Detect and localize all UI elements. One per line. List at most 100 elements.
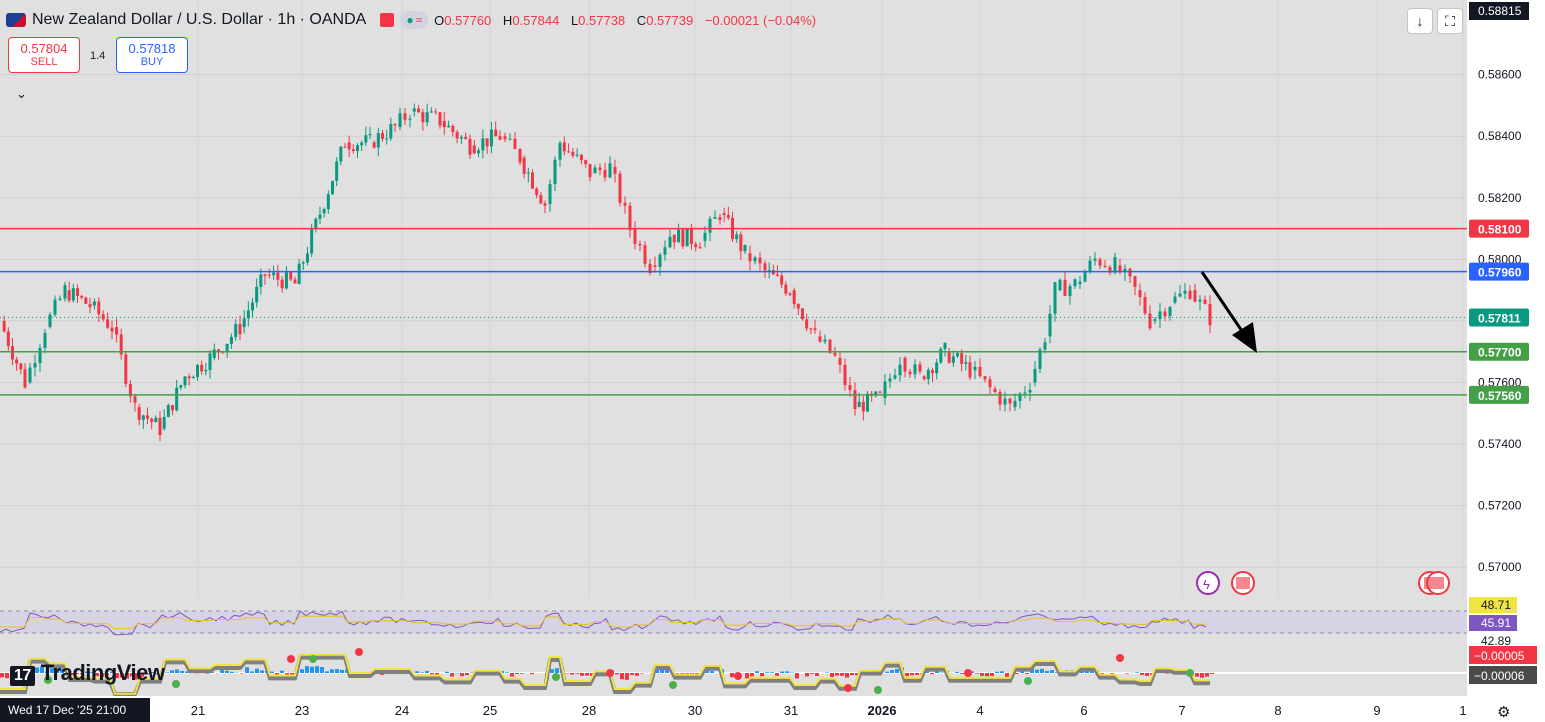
macd-bar [555,668,559,673]
candle-body [238,323,242,335]
candle-body [23,369,27,388]
candle-body [259,274,263,287]
candle-body [1073,279,1077,287]
macd-bar [445,671,449,673]
macd-bar [590,673,594,676]
macd-bar [430,673,434,675]
macd-bar [1000,671,1004,673]
macd-line [0,653,1210,695]
time-tick-label: 4 [976,703,983,718]
candle-body [398,113,402,127]
candle-body [272,272,276,276]
candle-body [225,343,229,353]
macd-tag-label: −0.00005 [1474,649,1525,663]
candle-body [658,254,662,267]
candle-body [97,301,101,315]
candle-body [389,124,393,139]
candle-body [242,318,246,328]
candle-body [1203,299,1207,304]
macd-bar [135,673,139,680]
macd-bar [340,669,344,673]
macd-bar [625,673,629,680]
crosshair-time: Wed 17 Dec '25 21:00 [0,698,150,722]
candle-body [947,351,951,363]
candle-body [638,243,642,246]
time-tick-label: 8 [1274,703,1281,718]
macd-cross-dot [287,655,295,663]
macd-bar [460,673,464,677]
candle-body [926,370,930,380]
macd-bar [1125,673,1129,674]
candle-body [828,339,832,353]
candle-body [685,229,689,247]
candle-body [158,417,162,436]
candle-body [289,272,293,280]
candle-body [124,354,128,384]
candle-body [468,138,472,155]
macd-cross-dot [1024,677,1032,685]
candle-body [133,396,137,403]
gear-icon[interactable]: ⚙ [1497,704,1511,721]
macd-bar [840,673,844,676]
macd-bar [50,668,54,673]
candle-body [179,385,183,388]
fullscreen-icon[interactable]: ⛶ [1437,8,1463,34]
candle-body [853,390,857,410]
candle-body [857,401,861,408]
candle-body [805,319,809,329]
macd-cross-dot [355,648,363,656]
chevron-down-icon[interactable]: ⌄ [16,86,27,101]
macd-bar [125,673,129,679]
candle-body [878,391,882,393]
candle-body [150,418,154,423]
macd-bar [980,673,984,676]
macd-bar [290,673,294,676]
macd-tag [1469,666,1537,684]
rsi-tag [1469,615,1517,631]
level-tag-label: 0.58100 [1478,223,1522,237]
candle-body [603,170,607,178]
download-arrow-icon[interactable]: ↓ [1407,8,1433,34]
macd-bar [925,670,929,673]
macd-bar [515,673,519,674]
candle-body [1083,271,1087,282]
symbol-title[interactable]: New Zealand Dollar / U.S. Dollar · 1h · … [32,11,367,28]
candle-body [1123,268,1127,273]
candle-body [1093,258,1097,261]
macd-bar [640,673,644,674]
macd-cross-dot [669,681,677,689]
candle-body [76,288,79,296]
macd-bar [90,672,94,673]
level-tag [1469,262,1529,281]
status-pill[interactable]: ● ≈ [400,11,429,29]
macd-bar [275,673,279,675]
price-tick-label: 0.58200 [1478,191,1522,205]
macd-bar [520,673,524,674]
candle-body [943,342,947,349]
candle-body [1008,398,1012,404]
macd-bar [230,671,234,673]
sell-button[interactable]: 0.57804 SELL [8,37,80,73]
macd-bar [630,673,634,675]
alert-icon[interactable] [380,13,395,27]
macd-bar [250,671,254,673]
down-arrow-drawing[interactable] [1200,271,1257,353]
macd-bar [45,671,49,673]
candle-body [88,303,92,308]
time-tick-label: 30 [688,703,702,718]
candle-body [71,288,75,301]
buy-button[interactable]: 0.57818 BUY [116,37,188,73]
candle-body [1143,297,1147,314]
candle-body [735,234,739,240]
macd-bar [325,671,329,673]
candle-body [372,142,376,148]
macd-bar [655,668,659,673]
macd-bar [270,671,274,673]
macd-bar [895,668,899,673]
change-value: −0.00021 (−0.04%) [704,12,817,28]
candle-body [1138,290,1142,298]
macd-bar [1205,673,1209,677]
macd-cross-dot [552,673,560,681]
